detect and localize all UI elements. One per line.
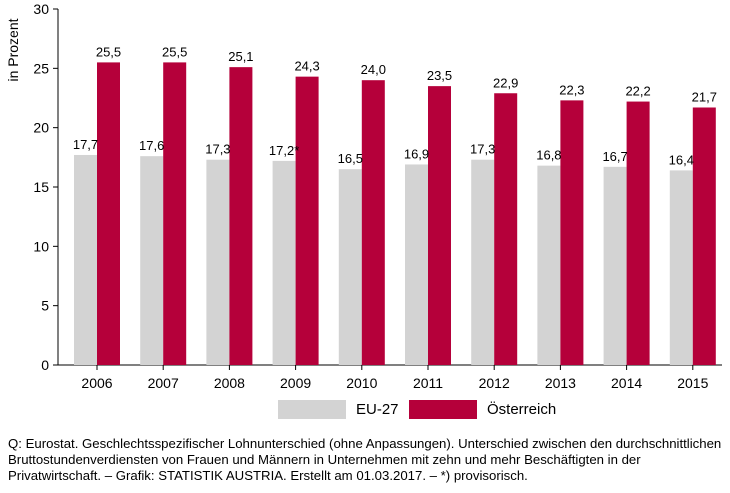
- data-label-eu27-2007: 17,6: [139, 138, 164, 153]
- data-label-oesterreich-2006: 25,5: [96, 44, 121, 59]
- bar-eu27-2015: [669, 170, 693, 365]
- y-axis-label: in Prozent: [5, 18, 21, 81]
- bar-oesterreich-2014: [626, 101, 650, 365]
- y-tick-label: 25: [33, 60, 49, 76]
- x-tick-label: 2014: [611, 375, 642, 391]
- x-tick-label: 2012: [479, 375, 510, 391]
- x-tick-label: 2010: [346, 375, 377, 391]
- x-tick-label: 2008: [214, 375, 245, 391]
- chart-axes: 0 5 10 15 20 25 30 2006 2007 2008 2009 2010 2011 2012…: [33, 1, 722, 391]
- data-label-eu27-2012: 17,3: [470, 142, 495, 157]
- bar-eu27-2009: [272, 160, 296, 365]
- legend-label-oesterreich: Österreich: [487, 401, 557, 418]
- data-label-oesterreich-2014: 22,2: [625, 84, 650, 99]
- data-label-eu27-2011: 16,9: [404, 146, 429, 161]
- bar-oesterreich-2015: [692, 107, 716, 365]
- data-label-eu27-2014: 16,7: [602, 149, 627, 164]
- data-label-eu27-2010: 16,5: [338, 151, 363, 166]
- chart-data-labels: 17,7 25,5 17,6 25,5 17,3 25,1 17,2* 24,3 16,5 24,…: [73, 44, 717, 167]
- x-tick-label: 2009: [280, 375, 311, 391]
- bar-chart: 0 5 10 15 20 25 30 2006 2007 2008 2009 2010 2011 2012…: [5, 1, 722, 391]
- legend-label-eu27: EU-27: [356, 401, 399, 418]
- bar-oesterreich-2007: [163, 62, 187, 366]
- bar-oesterreich-2008: [229, 67, 253, 365]
- data-label-oesterreich-2015: 21,7: [692, 89, 717, 104]
- y-tick-label: 20: [33, 120, 49, 136]
- chart-legend: EU-27 Österreich: [0, 400, 730, 424]
- bar-eu27-2011: [405, 164, 428, 365]
- legend-item-oesterreich: Österreich: [409, 400, 556, 419]
- data-label-oesterreich-2012: 22,9: [493, 75, 518, 90]
- bar-oesterreich-2012: [494, 93, 518, 366]
- data-label-eu27-2009: 17,2*: [269, 143, 299, 158]
- source-note: Q: Eurostat. Geschlechtsspezifischer Loh…: [8, 436, 722, 483]
- x-tick-label: 2013: [545, 375, 576, 391]
- data-label-oesterreich-2010: 24,0: [361, 62, 386, 77]
- bar-oesterreich-2011: [428, 86, 451, 365]
- bar-oesterreich-2006: [97, 62, 120, 366]
- data-label-eu27-2013: 16,8: [536, 148, 561, 163]
- y-tick-label: 10: [33, 238, 49, 254]
- y-tick-label: 0: [41, 357, 49, 373]
- y-tick-label: 30: [33, 1, 49, 17]
- data-label-oesterreich-2011: 23,5: [427, 68, 452, 83]
- bar-eu27-2007: [140, 156, 164, 365]
- legend-swatch-oesterreich: [409, 400, 477, 419]
- data-label-oesterreich-2007: 25,5: [162, 44, 187, 59]
- y-tick-label: 15: [33, 179, 49, 195]
- x-tick-label: 2011: [413, 375, 443, 391]
- bar-oesterreich-2010: [361, 80, 385, 365]
- y-tick-label: 5: [41, 298, 49, 314]
- bar-eu27-2012: [471, 159, 495, 365]
- data-label-eu27-2015: 16,4: [669, 152, 694, 167]
- data-label-oesterreich-2008: 25,1: [228, 49, 253, 64]
- bar-eu27-2010: [338, 169, 362, 365]
- data-label-oesterreich-2013: 22,3: [559, 82, 584, 97]
- bar-eu27-2008: [206, 159, 230, 365]
- x-tick-label: 2006: [81, 375, 112, 391]
- bar-oesterreich-2009: [295, 76, 319, 365]
- data-label-eu27-2008: 17,3: [205, 142, 230, 157]
- bar-eu27-2013: [537, 165, 561, 365]
- bar-eu27-2006: [74, 154, 97, 365]
- data-label-eu27-2006: 17,7: [73, 137, 98, 152]
- bar-eu27-2014: [603, 166, 627, 365]
- legend-item-eu27: EU-27: [278, 400, 399, 419]
- data-label-oesterreich-2009: 24,3: [294, 59, 319, 74]
- legend-swatch-eu27: [278, 400, 346, 419]
- bar-oesterreich-2013: [560, 100, 584, 365]
- x-tick-label: 2015: [677, 375, 708, 391]
- chart-bars: [74, 62, 716, 366]
- x-tick-label: 2007: [148, 375, 179, 391]
